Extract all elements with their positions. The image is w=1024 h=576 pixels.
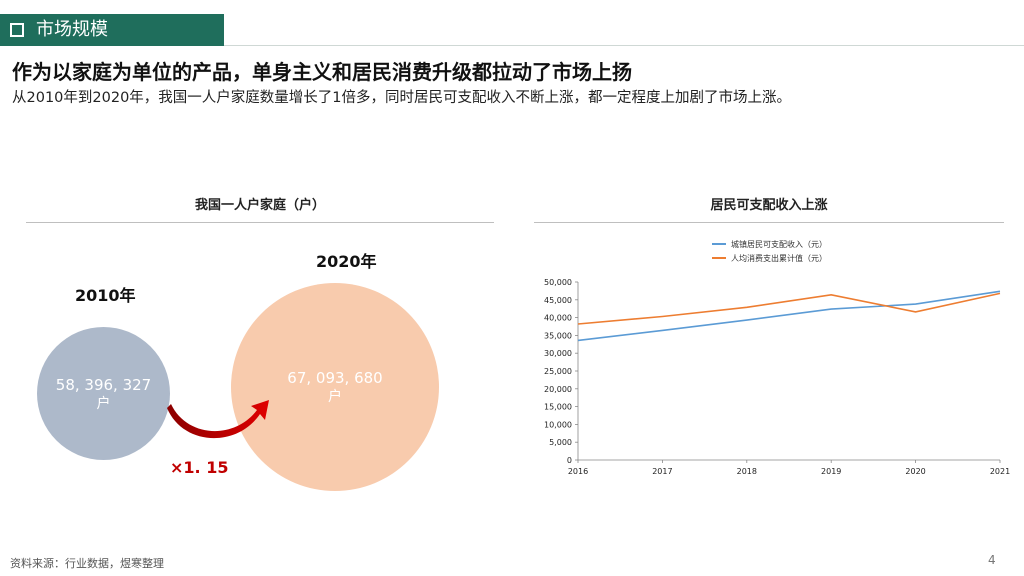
- y-tick-label: 30,000: [544, 349, 572, 358]
- header-divider: [224, 45, 1024, 46]
- growth-multiplier: ×1. 15: [170, 458, 229, 477]
- y-tick-label: 25,000: [544, 367, 572, 376]
- y-tick-label: 50,000: [544, 278, 572, 287]
- y-tick-label: 0: [567, 456, 572, 465]
- right-panel-divider: [534, 222, 1004, 223]
- bubble-2010-unit: 户: [96, 395, 111, 412]
- chart-axes: 0 5,000 10,000 15,000 20,000 25,000 30,000 35,0…: [544, 278, 1010, 476]
- left-panel-title: 我国一人户家庭（户）: [194, 198, 325, 213]
- page-number: 4: [988, 553, 996, 567]
- bubble-2020: 67, 093, 680 户: [231, 283, 439, 491]
- bubble-2020-value: 67, 093, 680: [287, 369, 383, 387]
- x-tick-label: 2020: [905, 467, 925, 476]
- footer-source: 资料来源：行业数据，煜寒整理: [10, 557, 164, 570]
- legend-label: 人均消费支出累计值（元）: [731, 253, 827, 263]
- chart-legend: 城镇居民可支配收入（元） 人均消费支出累计值（元）: [712, 239, 827, 263]
- series-line: [577, 290, 1001, 342]
- growth-arrow-icon: [167, 400, 269, 439]
- x-tick-label: 2018: [737, 467, 757, 476]
- section-header: 市场规模: [0, 14, 224, 46]
- page-subline: 从2010年到2020年，我国一人户家庭数量增长了1倍多，同时居民可支配收入不断…: [12, 90, 792, 106]
- y-tick-label: 10,000: [544, 420, 572, 429]
- bubble-2010: 58, 396, 327 户: [37, 327, 170, 460]
- y-tick-label: 40,000: [544, 314, 572, 323]
- y-tick-label: 45,000: [544, 296, 572, 305]
- square-icon: [10, 23, 24, 37]
- x-tick-label: 2017: [652, 467, 672, 476]
- series-line: [577, 292, 1001, 325]
- right-panel-title: 居民可支配收入上涨: [710, 198, 828, 213]
- section-title: 市场规模: [36, 19, 108, 40]
- y-tick-label: 5,000: [549, 438, 572, 447]
- y-tick-label: 15,000: [544, 403, 572, 412]
- page-headline: 作为以家庭为单位的产品，单身主义和居民消费升级都拉动了市场上扬: [12, 60, 632, 84]
- x-tick-label: 2016: [568, 467, 588, 476]
- y-tick-label: 35,000: [544, 331, 572, 340]
- x-tick-label: 2019: [821, 467, 841, 476]
- x-tick-label: 2021: [990, 467, 1010, 476]
- chart-series: [577, 290, 1001, 342]
- y-tick-label: 20,000: [544, 385, 572, 394]
- year-2020-label: 2020年: [316, 252, 377, 271]
- legend-label: 城镇居民可支配收入（元）: [731, 239, 827, 249]
- year-2010-label: 2010年: [75, 286, 136, 305]
- income-line-chart: 城镇居民可支配收入（元） 人均消费支出累计值（元） 0 5,000 10,000 15,…: [544, 239, 1010, 476]
- bubble-2010-value: 58, 396, 327: [55, 375, 152, 394]
- bubble-2020-unit: 户: [328, 389, 342, 405]
- left-panel-divider: [26, 222, 494, 223]
